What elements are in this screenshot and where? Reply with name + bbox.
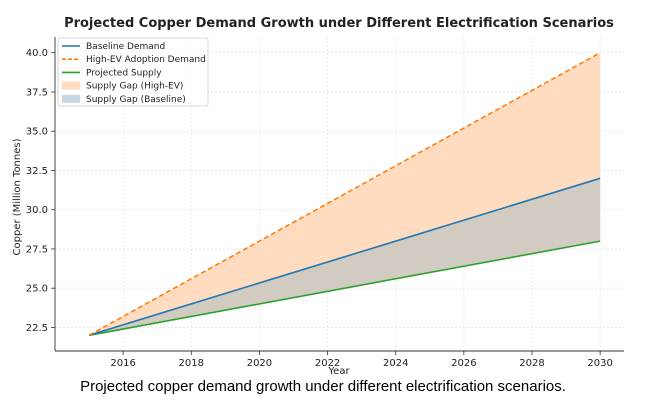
x-axis-label: Year [327,366,350,377]
y-tick-label: 32.5 [26,166,48,177]
legend-label-baseline-demand: Baseline Demand [86,42,165,52]
series-lines [88,51,601,337]
line-high-ev-adoption-demand [88,51,601,337]
x-tick-label: 2020 [247,358,272,369]
y-tick-label: 27.5 [26,244,48,255]
y-tick-label: 25.0 [26,284,48,295]
y-tick-label: 40.0 [26,48,48,59]
line-baseline-demand [88,177,601,337]
line-projected-supply [88,240,601,337]
legend-label-supply-gap-high-ev: Supply Gap (High-EV) [86,82,183,92]
tick-labels: 2016 2018 2020 2022 2024 2026 2028 2030 22.5 25.0… [26,48,613,369]
legend-swatch-supply-gap-high-ev [62,81,80,90]
legend-label-high-ev-adoption-demand: High-EV Adoption Demand [86,55,206,65]
legend-label-supply-gap-baseline: Supply Gap (Baseline) [86,95,186,105]
x-tick-label: 2028 [519,358,544,369]
legend: Baseline Demand High-EV Adoption Demand Pr… [57,37,209,107]
x-tick-label: 2026 [451,358,476,369]
axes [51,37,624,355]
x-tick-label: 2018 [179,358,204,369]
figure-caption: Projected copper demand growth under dif… [80,378,566,395]
y-axis-label: Copper (Million Tonnes) [12,138,23,255]
x-tick-label: 2022 [315,358,340,369]
y-tick-label: 35.0 [26,127,48,138]
x-tick-label: 2030 [587,358,612,369]
legend-swatch-supply-gap-baseline [62,94,80,103]
legend-box [57,37,209,107]
x-tick-label: 2024 [383,358,408,369]
y-tick-label: 22.5 [26,323,48,334]
chart-title: Projected Copper Demand Growth under Dif… [64,16,614,31]
x-tick-label: 2016 [110,358,135,369]
chart: Projected Copper Demand Growth under Dif… [12,16,624,377]
y-tick-label: 30.0 [26,205,48,216]
legend-label-projected-supply: Projected Supply [86,68,162,78]
y-tick-label: 37.5 [26,87,48,98]
